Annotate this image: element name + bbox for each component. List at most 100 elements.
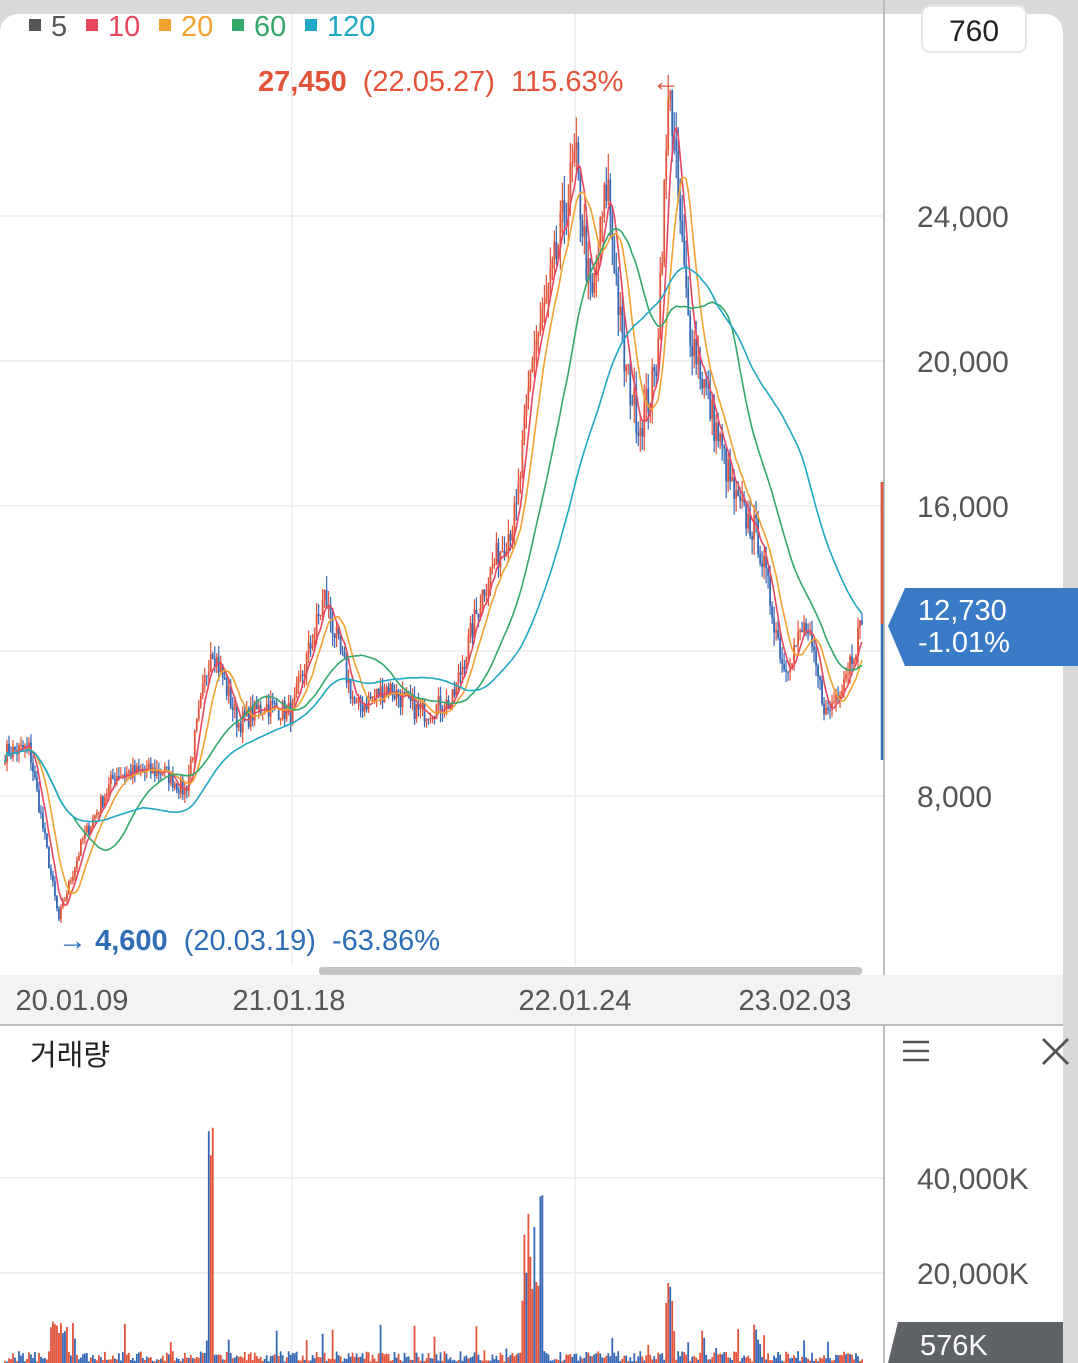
candle-body xyxy=(40,812,42,814)
volume-bar xyxy=(731,1359,734,1363)
volume-bar xyxy=(813,1360,815,1363)
volume-bar xyxy=(553,1359,556,1363)
interval-button[interactable]: 760 xyxy=(921,5,1027,53)
candle-body xyxy=(745,502,748,529)
volume-bar xyxy=(219,1354,222,1363)
legend-swatch-120 xyxy=(305,19,317,31)
candle-body xyxy=(557,245,560,259)
horizontal-scrollbar[interactable] xyxy=(319,967,862,975)
candle-body xyxy=(619,306,622,316)
candle-body xyxy=(117,775,120,779)
ma-line-10 xyxy=(4,125,863,907)
candle-body xyxy=(809,632,811,634)
volume-bar xyxy=(241,1357,244,1363)
candle-body xyxy=(223,677,226,679)
volume-bar xyxy=(841,1355,843,1363)
volume-bar xyxy=(517,1353,520,1363)
candle-body xyxy=(473,609,476,639)
volume-bar xyxy=(42,1358,44,1363)
volume-bar xyxy=(773,1355,775,1363)
volume-bar xyxy=(545,1352,548,1363)
candle-body xyxy=(291,700,294,723)
candle-body xyxy=(521,440,524,477)
candle-body xyxy=(289,702,292,723)
candle-body xyxy=(669,90,672,100)
candle-body xyxy=(361,706,364,712)
candle-body xyxy=(717,422,720,442)
volume-bar xyxy=(203,1352,206,1363)
volume-bar xyxy=(131,1357,134,1363)
candle-body xyxy=(299,674,302,678)
volume-bar xyxy=(493,1359,496,1363)
candle-body xyxy=(497,542,500,568)
low-annotation: → 4,600 (20.03.19) -63.86% xyxy=(58,925,440,957)
candle-body xyxy=(18,745,20,755)
volume-bar xyxy=(445,1353,448,1363)
volume-bar xyxy=(621,1359,624,1363)
candle-body xyxy=(427,718,430,720)
candle-body xyxy=(153,767,156,776)
volume-bar xyxy=(639,1351,642,1363)
candle-body xyxy=(115,775,118,781)
volume-bar xyxy=(231,1358,234,1363)
candle-body xyxy=(785,669,787,672)
date-tick-label: 20.01.09 xyxy=(16,985,129,1017)
volume-bar xyxy=(161,1355,164,1363)
volume-bar xyxy=(4,1361,6,1363)
candle-body xyxy=(405,692,408,694)
interval-button-frame[interactable] xyxy=(921,5,1027,53)
current-price-tag: 12,730 -1.01% xyxy=(888,588,1078,666)
volume-bar xyxy=(477,1354,480,1363)
candle-body xyxy=(467,634,470,658)
candle-body xyxy=(807,631,809,634)
volume-bar xyxy=(147,1357,150,1363)
volume-bar xyxy=(44,1357,46,1363)
volume-bar xyxy=(54,1324,56,1363)
high-price: 27,450 xyxy=(258,66,347,98)
volume-bar xyxy=(689,1361,692,1363)
candle-body xyxy=(851,656,853,664)
menu-icon[interactable] xyxy=(903,1040,929,1062)
volume-bar xyxy=(107,1359,110,1363)
interval-button-label[interactable]: 760 xyxy=(949,15,999,48)
candle-body xyxy=(295,683,298,694)
volume-bar xyxy=(831,1360,833,1363)
candle-body xyxy=(42,813,44,829)
volume-bar xyxy=(561,1361,564,1363)
volume-bar xyxy=(575,1353,578,1363)
candle-body xyxy=(62,900,64,908)
candle-body xyxy=(131,765,134,779)
volume-bar xyxy=(237,1356,240,1363)
volume-bar xyxy=(363,1358,366,1363)
candle-body xyxy=(843,679,845,691)
legend-label-10: 10 xyxy=(108,11,140,43)
volume-bar xyxy=(479,1360,482,1363)
volume-bar xyxy=(597,1351,600,1363)
candle-body xyxy=(839,695,841,699)
candle-body xyxy=(579,170,582,220)
candle-body xyxy=(829,710,831,712)
volume-bar xyxy=(643,1360,646,1363)
candle-body xyxy=(487,583,490,594)
candle-body xyxy=(111,775,114,779)
volume-bar xyxy=(847,1353,849,1363)
candle-body xyxy=(66,893,68,900)
candle-body xyxy=(601,216,604,218)
volume-bar xyxy=(435,1354,438,1363)
volume-bar xyxy=(701,1330,704,1363)
candle-body xyxy=(739,495,742,502)
candle-body xyxy=(125,772,128,777)
volume-bar xyxy=(353,1357,356,1363)
candle-body xyxy=(333,633,336,638)
candle-body xyxy=(391,683,394,696)
volume-bar xyxy=(633,1353,636,1363)
candle-body xyxy=(575,142,578,150)
close-icon[interactable] xyxy=(1042,1038,1069,1065)
volume-bar xyxy=(303,1359,306,1363)
volume-bar xyxy=(833,1360,835,1363)
candle-body xyxy=(90,826,92,835)
volume-bar xyxy=(429,1358,432,1363)
volume-bar xyxy=(315,1352,318,1363)
volume-bar xyxy=(371,1354,374,1363)
candle-body xyxy=(235,704,238,728)
